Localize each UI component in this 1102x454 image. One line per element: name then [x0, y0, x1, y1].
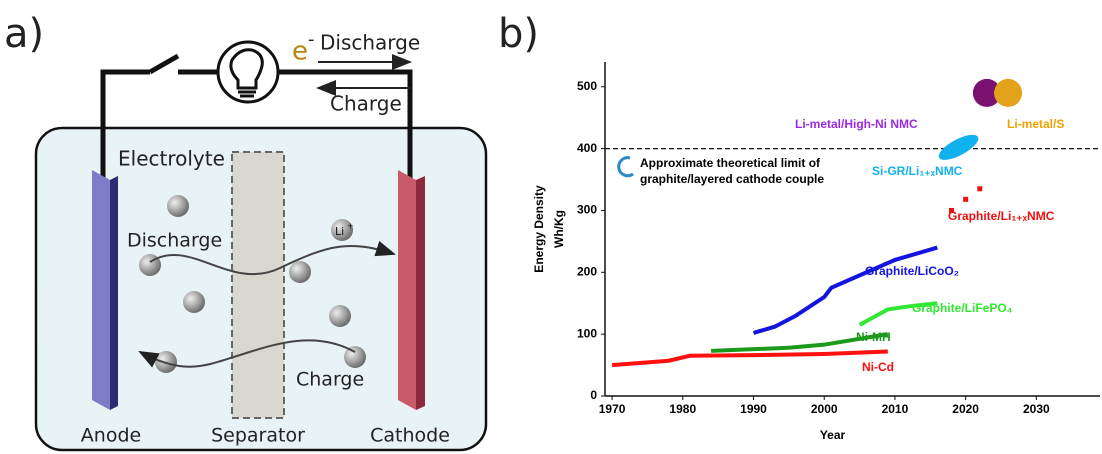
y-tick-label: 500 — [577, 79, 597, 93]
y-tick-label: 400 — [577, 141, 597, 155]
x-tick-label: 2020 — [952, 402, 979, 416]
separator — [231, 151, 285, 419]
x-axis-title: Year — [820, 428, 846, 442]
discharge-label: Discharge — [320, 31, 420, 55]
y-tick-label: 200 — [577, 264, 597, 278]
series-label: Li-metal/S — [1007, 117, 1064, 131]
li-ion-label: Li — [335, 225, 344, 238]
series-label: Li-metal/High-Ni NMC — [795, 117, 918, 131]
electron-charge: - — [308, 29, 315, 50]
series-line — [752, 245, 938, 335]
li-ions — [139, 195, 366, 373]
point — [994, 78, 1023, 107]
x-tick-label: 2030 — [1023, 402, 1050, 416]
series-label: Ni-Cd — [862, 360, 894, 374]
series-label: Ni-MH — [856, 330, 891, 344]
anode-label: Anode — [81, 425, 141, 447]
electron-label: e — [292, 37, 308, 67]
region — [938, 134, 979, 160]
anode-side — [110, 176, 118, 410]
anode-face — [92, 170, 110, 410]
charge-label: Charge — [330, 92, 402, 116]
point — [977, 186, 983, 192]
x-tick-label: 1990 — [740, 402, 767, 416]
y-tick-label: 300 — [577, 203, 597, 217]
cathode-face — [398, 170, 416, 410]
point — [963, 196, 969, 202]
reference-label: Approximate theoretical limit of — [640, 156, 821, 170]
annotation-icon — [617, 156, 634, 178]
series-line — [611, 349, 888, 368]
series-label: Graphite/Li₁₊ₓNMC — [948, 209, 1055, 223]
wire — [100, 53, 413, 190]
series-label: Si-GR/Li₁₊ₓNMC — [872, 164, 963, 178]
panel-label: b) — [498, 11, 539, 57]
y-axis-title: Energy Density — [532, 185, 546, 273]
charge-flow-label: Charge — [296, 369, 364, 391]
point — [972, 78, 1001, 107]
reference-label: graphite/layered cathode couple — [640, 172, 824, 186]
separator-label: Separator — [211, 425, 305, 447]
panel-label: a) — [4, 11, 44, 57]
y-tick-label: 100 — [577, 326, 597, 340]
y-tick-label: 0 — [590, 388, 597, 402]
x-tick-label: 1970 — [599, 402, 626, 416]
charge-flow — [138, 339, 356, 368]
panel-b: b) 0 100 200 300 400 500 1970 1980 1990 2000 2010 2… — [498, 11, 1100, 442]
bulb-icon — [229, 48, 264, 98]
series-label: Graphite/LiCoO₂ — [865, 264, 959, 278]
series-line — [858, 301, 938, 327]
x-tick-label: 2000 — [811, 402, 838, 416]
discharge-flow — [149, 240, 396, 276]
cathode-side — [416, 176, 425, 410]
x-tick-label: 1980 — [669, 402, 696, 416]
x-tick-label: 2010 — [882, 402, 909, 416]
series-line — [710, 332, 889, 353]
y-axis-title: Wh/Kg — [552, 210, 566, 248]
cathode-label: Cathode — [370, 425, 450, 447]
point — [949, 207, 954, 213]
discharge-flow-label: Discharge — [127, 230, 222, 252]
li-ion-charge: + — [347, 222, 354, 231]
series-label: Graphite/LiFePO₄ — [912, 301, 1013, 315]
panel-a: a) e - Discharge Charge Electrolyte Li +… — [4, 11, 488, 452]
electrolyte-label: Electrolyte — [118, 147, 225, 171]
